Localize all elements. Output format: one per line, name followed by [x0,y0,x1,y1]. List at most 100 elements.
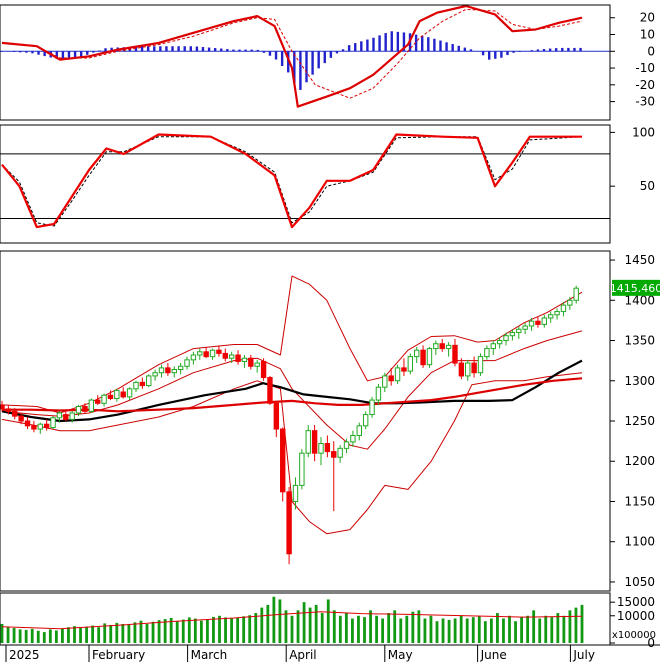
macd-histogram-bar [561,47,564,52]
candle-up [484,348,490,358]
panel-frame [0,124,611,244]
volume-bar [272,596,276,643]
volume-bar [18,629,22,643]
candle-up [337,447,343,458]
candle-up [369,399,375,416]
candle-down [107,394,114,399]
macd-histogram-bar [554,48,558,52]
macd-histogram-bar [500,51,503,58]
volume-bar [199,620,203,643]
candle-down [273,402,280,430]
candle-up [171,368,177,374]
candle-down [222,352,229,359]
macd-axis-tick-label: 20 [640,11,655,25]
macd-histogram-bar [55,51,59,59]
volume-bar [459,615,463,643]
macd-histogram-bar [183,46,186,52]
time-axis: 2025 February March April May June July [5,645,595,662]
volume-bar [344,613,348,643]
volume-bar [212,616,215,643]
stoch-axis-tick-label: 50 [640,179,655,193]
volume-bar [284,610,288,643]
candle-up [299,452,305,486]
volume-bar [254,613,258,643]
volume-bar [435,621,439,643]
candle-up [228,354,235,359]
candle-up [209,349,216,358]
candle-up [254,362,260,367]
macd-histogram-bar [494,51,497,59]
volume-bar [320,613,324,643]
volume-bar [193,618,197,643]
macd-histogram-bar [19,51,22,53]
macd-histogram-bar [329,51,333,58]
macd-histogram-bar [512,51,515,53]
macd-histogram-bar [463,47,467,52]
volume-bar [48,629,52,643]
volume-bar [302,602,306,643]
candle-down [458,362,465,377]
volume-bar [526,615,530,643]
macd-histogram-bar [0,51,4,52]
volume-bar [574,607,578,643]
volume-bar [357,615,360,643]
macd-histogram-bar [542,48,546,52]
macd-histogram-bar [567,47,570,52]
macd-histogram-bar [354,43,357,52]
candle-up [152,372,158,377]
price-axis-tick-label: 1400 [624,293,655,307]
volume-bar [236,617,240,643]
candle-up [414,349,420,358]
month-label: July [572,648,595,662]
macd-histogram-bar [384,33,387,52]
candle-up [56,412,63,419]
price-axis-tick-label: 1250 [624,414,655,428]
stochastic-panel: 100 50 [0,125,655,229]
macd-histogram-bar [287,51,290,73]
macd-histogram-bar [457,45,460,52]
candle-up [433,343,439,350]
volume-bar [169,617,173,643]
volume-bar [453,618,457,643]
volume-unit-label: x100000 [612,630,656,641]
volume-bar [465,618,469,643]
candle-up [88,399,95,412]
volume-bar [91,625,95,643]
macd-histogram-bar [274,51,278,60]
volume-bar [218,615,221,643]
macd-histogram-bar [323,51,326,64]
candle-down [24,420,31,427]
candle-down [439,343,445,350]
candle-up [567,299,573,306]
candle-down [43,423,50,428]
macd-histogram-bar [378,35,381,52]
candle-down [216,349,222,354]
last-price-label: 1415.460 [610,282,660,295]
candle-up [554,311,560,316]
volume-bar [405,615,409,643]
macd-histogram-bar [165,46,168,52]
volume-bar [544,615,548,643]
candle-up [445,344,452,350]
macd-histogram-bar [31,51,34,54]
macd-histogram-bar [61,51,65,60]
volume-bar [266,604,270,643]
macd-histogram-bar [445,42,448,52]
volume-bar [181,619,185,643]
price-ma-red-line [2,377,583,413]
month-label: 2025 [9,648,40,662]
macd-histogram-bar [573,47,576,52]
macd-line [1,4,583,108]
macd-histogram-bar [250,49,253,52]
candle-up [477,356,484,374]
macd-histogram-bar [469,49,473,52]
candle-up [343,441,350,449]
volume-bar [12,628,16,643]
macd-histogram-bar [262,51,266,53]
macd-histogram-bar [25,51,28,53]
volume-bar [580,604,584,643]
candle-up [426,348,433,366]
volume-bar [139,620,143,643]
volume-bar [121,623,125,643]
